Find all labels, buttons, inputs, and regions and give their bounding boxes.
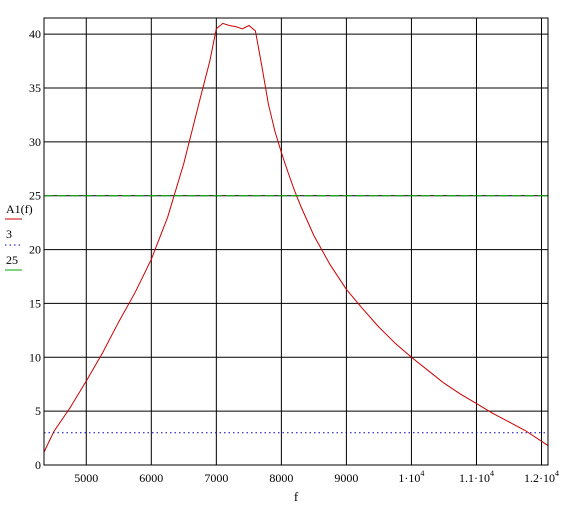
y-tick-label: 15	[29, 296, 41, 310]
x-axis-label: f	[294, 489, 299, 504]
grid	[44, 18, 548, 465]
x-tick-label: 1·104	[398, 469, 424, 485]
x-tick-labels: 5000 6000 7000 8000 9000 1·104 1.1·104 1.2·104	[74, 469, 559, 485]
legend-label: 3	[6, 227, 12, 241]
y-tick-labels: 0 5 10 15 20 25 30 35 40	[29, 27, 41, 472]
y-tick-label: 20	[29, 243, 41, 257]
y-tick-label: 5	[35, 404, 41, 418]
x-tick-label: 8000	[269, 471, 293, 485]
x-tick-label: 1.1·104	[459, 469, 494, 485]
y-tick-label: 40	[29, 27, 41, 41]
legend-label: A1(f)	[6, 202, 33, 216]
x-tick-exponent: 4	[490, 469, 494, 478]
x-tick-label: 1.2·104	[524, 469, 559, 485]
x-tick-exponent: 4	[420, 469, 424, 478]
legend-label: 25	[6, 253, 18, 267]
y-tick-label: 30	[29, 135, 41, 149]
y-tick-label: 10	[29, 350, 41, 364]
y-tick-label: 0	[35, 458, 41, 472]
x-tick-exponent: 4	[555, 469, 559, 478]
x-tick-label: 5000	[74, 471, 98, 485]
x-tick-label: 9000	[334, 471, 358, 485]
legend: A1(f) 3 25	[5, 202, 33, 271]
x-tick-label: 6000	[139, 471, 163, 485]
series-line-a1	[43, 22, 549, 453]
traces	[43, 22, 549, 453]
plot-frame	[43, 17, 549, 466]
y-tick-label: 25	[29, 189, 41, 203]
y-tick-label: 35	[29, 81, 41, 95]
x-tick-label: 7000	[204, 471, 228, 485]
